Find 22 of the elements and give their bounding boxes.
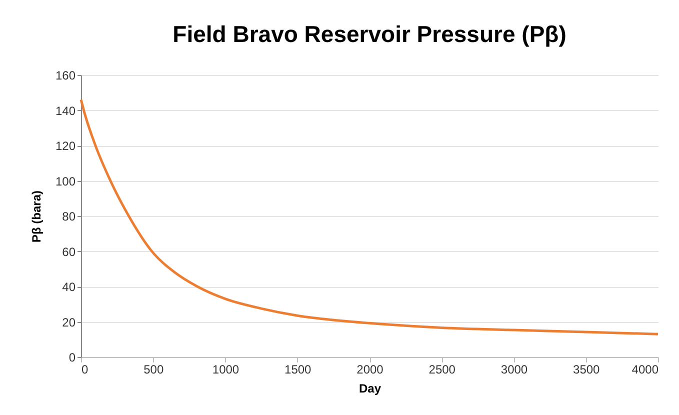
x-tick-label: 1000 <box>212 362 240 376</box>
y-tick-label: 0 <box>68 350 76 364</box>
x-tick-label: 4000 <box>632 362 659 376</box>
x-tick-label: 0 <box>82 362 88 376</box>
y-tick-label: 60 <box>62 244 76 259</box>
line-series <box>80 98 660 336</box>
y-tick-label: 40 <box>62 280 76 294</box>
y-tick-label: 100 <box>55 174 76 188</box>
x-tick-label: 2500 <box>428 362 456 376</box>
x-axis-title: Day <box>358 382 382 396</box>
chart-title: Field Bravo Reservoir Pressure (Pβ) <box>172 21 566 47</box>
x-tick-label: 1500 <box>284 362 312 376</box>
y-tick-label: 120 <box>55 139 76 153</box>
y-tick-label: 160 <box>55 68 76 82</box>
y-tick-label: 140 <box>55 104 76 118</box>
x-tick-label: 3500 <box>573 362 600 376</box>
y-tick-label: 20 <box>62 315 76 330</box>
x-tick-label: 500 <box>144 362 164 376</box>
x-tick-label: 2000 <box>356 362 384 376</box>
x-tick-label: 3000 <box>500 362 528 376</box>
y-axis-title: Pβ (bara) <box>29 190 44 243</box>
y-tick-label: 80 <box>62 210 76 224</box>
